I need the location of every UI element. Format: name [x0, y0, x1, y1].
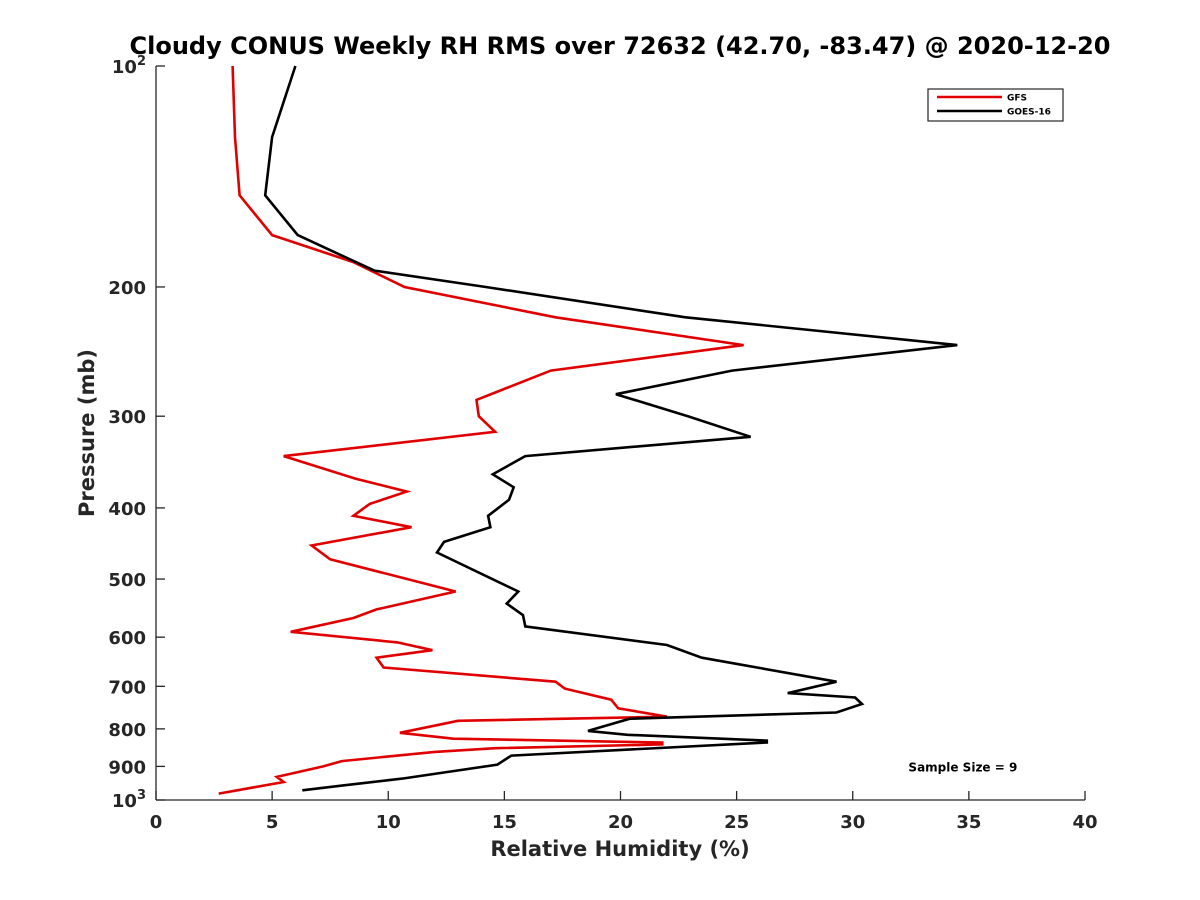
plot-area: 0 5 10 15 20 25 30 35 40 102 200 300 400 500 600 700 800…: [108, 54, 1097, 833]
y-tick-label: 800: [108, 720, 146, 741]
y-tick-label: 103: [112, 788, 146, 812]
y-tick-label: 102: [112, 54, 146, 78]
y-tick-label: 200: [108, 278, 146, 299]
x-tick-label: 0: [150, 812, 163, 833]
x-tick-label: 5: [266, 812, 279, 833]
x-tick-label: 25: [724, 812, 749, 833]
y-tick-label: 400: [108, 499, 146, 520]
x-axis-label: Relative Humidity (%): [490, 837, 749, 861]
legend-box: [927, 88, 1064, 122]
legend-label-goes-16: GOES-16: [1007, 108, 1051, 118]
x-tick-label: 40: [1072, 812, 1097, 833]
legend-label-gfs: GFS: [1007, 94, 1027, 104]
legend: GFS GOES-16: [927, 88, 1064, 122]
y-tick-label: 300: [108, 407, 146, 428]
x-tick-label: 35: [956, 812, 981, 833]
y-tick-label: 500: [108, 570, 146, 591]
y-axis-label: Pressure (mb): [75, 349, 99, 517]
y-tick-label: 900: [108, 757, 146, 778]
sample-size-annotation: Sample Size = 9: [908, 760, 1017, 774]
x-tick-label: 15: [492, 812, 517, 833]
y-tick-label: 700: [108, 677, 146, 698]
x-tick-label: 20: [608, 812, 633, 833]
x-tick-label: 10: [376, 812, 401, 833]
y-tick-label: 600: [108, 628, 146, 649]
chart-title: Cloudy CONUS Weekly RH RMS over 72632 (4…: [130, 32, 1111, 60]
x-tick-label: 30: [840, 812, 865, 833]
